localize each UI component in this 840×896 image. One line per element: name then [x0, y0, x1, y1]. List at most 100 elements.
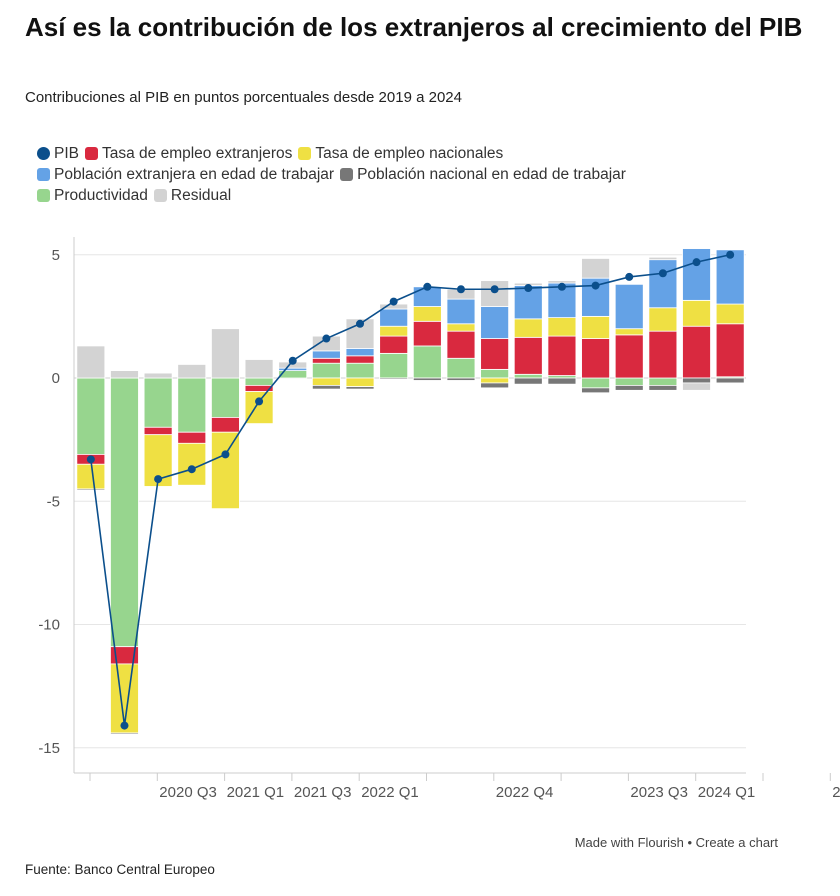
bar-poblacion_nacional [547, 377, 577, 385]
pib-point [423, 282, 432, 291]
bar-residual [581, 258, 610, 279]
bar-productividad [110, 377, 139, 648]
legend-item-poblacion-extranjera[interactable]: Población extranjera en edad de trabajar [37, 164, 334, 185]
y-tick-label: -10 [38, 617, 60, 634]
y-tick-label: -15 [38, 740, 60, 757]
bar-productividad [648, 377, 678, 386]
bar-productividad [311, 362, 341, 379]
bar-tasa_extranjeros [682, 325, 711, 379]
bar-poblacion_nacional [715, 377, 745, 384]
bar-productividad [76, 377, 106, 455]
bar-tasa_extranjeros [143, 426, 173, 436]
pib-point [524, 284, 533, 293]
bar-poblacion_extranjera [345, 348, 375, 357]
chart-title: Así es la contribución de los extranjero… [25, 12, 803, 42]
bar-tasa_nacionales [513, 318, 543, 338]
legend-swatch-tasa-nacionales [298, 147, 312, 160]
create-chart-link[interactable]: Create a chart [695, 835, 778, 850]
bar-tasa_nacionales [581, 315, 610, 339]
bar-tasa_extranjeros [211, 417, 240, 433]
bar-residual [110, 370, 139, 379]
bar-poblacion_nacional [76, 488, 106, 491]
bar-tasa_extranjeros [379, 335, 409, 354]
pib-line [90, 253, 731, 726]
pib-point [692, 258, 701, 267]
pib-point [625, 272, 634, 281]
bar-residual [76, 345, 106, 379]
bar-tasa_nacionales [547, 317, 577, 337]
flourish-credit: Made with Flourish • Create a chart [575, 835, 778, 850]
x-tick-label: 2023 Q3 [630, 784, 688, 801]
legend-label-productividad: Productividad [54, 187, 148, 204]
x-tick-label: 2022 Q1 [361, 784, 419, 801]
bar-tasa_extranjeros [648, 330, 678, 379]
bar-productividad [581, 377, 610, 389]
chart-subtitle: Contribuciones al PIB en puntos porcentu… [25, 89, 462, 106]
bar-poblacion_nacional [513, 377, 543, 385]
pib-point [288, 356, 297, 365]
bar-tasa_nacionales [648, 307, 678, 332]
legend-item-pib[interactable]: PIB [37, 143, 79, 164]
bar-tasa_nacionales [715, 303, 745, 325]
bar-poblacion_nacional [446, 377, 476, 381]
bar-residual [547, 280, 577, 284]
bar-productividad [412, 345, 442, 379]
bar-tasa_nacionales [379, 325, 409, 337]
legend-label-tasa-extranjeros: Tasa de empleo extranjeros [101, 145, 293, 162]
source-note: Fuente: Banco Central Europeo [25, 862, 215, 877]
legend-item-residual[interactable]: Residual [153, 185, 232, 206]
bar-poblacion_nacional [379, 377, 409, 380]
legend-swatch-poblacion-extranjera [37, 168, 50, 181]
legend-item-tasa-extranjeros[interactable]: Tasa de empleo extranjeros [84, 143, 293, 164]
legend-item-poblacion-nacional[interactable]: Población nacional en edad de trabajar [340, 164, 626, 185]
bar-productividad [143, 377, 173, 428]
x-tick-label: 2024 Q4 [832, 784, 840, 801]
bar-residual [143, 372, 173, 379]
pib-point [389, 297, 398, 306]
legend-item-tasa-nacionales[interactable]: Tasa de empleo nacionales [298, 143, 503, 164]
bar-productividad [244, 377, 274, 386]
pib-point [356, 319, 365, 328]
y-tick-label: 5 [52, 247, 60, 264]
bar-tasa_nacionales [480, 377, 510, 384]
x-tick-label: 2021 Q1 [227, 784, 285, 801]
y-tick-label: -5 [47, 493, 60, 510]
bar-poblacion_extranjera [446, 298, 476, 325]
bar-tasa_nacionales [244, 391, 274, 425]
bar-productividad [446, 357, 476, 379]
legend-label-residual: Residual [170, 187, 232, 204]
legend-swatch-productividad [37, 189, 50, 202]
pib-point [154, 475, 163, 484]
x-tick-label: 2020 Q3 [159, 784, 217, 801]
pib-point [187, 465, 196, 474]
legend-item-productividad[interactable]: Productividad [37, 185, 148, 206]
stacked-bar-chart: 5 0 -5 -10 -15 2020 Q3 2021 Q1 2021 Q3 2022 Q1 20… [38, 237, 840, 801]
legend-swatch-residual [153, 189, 167, 202]
bar-tasa_extranjeros [311, 357, 341, 364]
pib-point [221, 450, 230, 459]
pib-point [490, 285, 499, 294]
made-with-flourish-link[interactable]: Made with Flourish [574, 835, 684, 850]
bar-tasa_extranjeros [513, 336, 543, 375]
bar-tasa_nacionales [211, 431, 240, 510]
pib-point [456, 285, 465, 294]
bar-productividad [513, 373, 543, 379]
bar-tasa_nacionales [682, 299, 711, 327]
bar-tasa_nacionales [614, 328, 644, 336]
pib-point [591, 281, 600, 290]
bar-tasa_extranjeros [412, 320, 442, 347]
legend: PIB Tasa de empleo extranjeros Tasa de e… [37, 143, 797, 206]
bar-residual [480, 280, 510, 307]
x-tick-label: 2022 Q4 [496, 784, 554, 801]
bar-poblacion_nacional [311, 384, 341, 390]
pib-point [255, 397, 264, 406]
bar-tasa_nacionales [76, 463, 106, 490]
bar-tasa_extranjeros [177, 431, 207, 444]
credit-separator: • [687, 835, 692, 850]
bar-poblacion_extranjera [682, 248, 711, 301]
bar-residual [682, 382, 711, 391]
pib-point [86, 455, 95, 464]
x-tick-label: 2021 Q3 [294, 784, 352, 801]
legend-label-pib: PIB [54, 145, 79, 162]
pib-point [322, 334, 331, 343]
